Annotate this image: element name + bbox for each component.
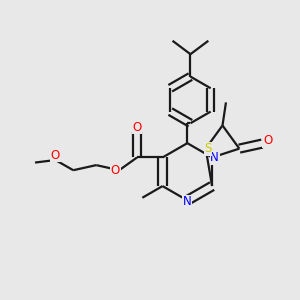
Text: S: S <box>205 142 212 155</box>
Text: O: O <box>263 134 272 147</box>
Text: O: O <box>111 164 120 177</box>
Text: N: N <box>210 151 219 164</box>
Text: N: N <box>183 195 192 208</box>
Text: O: O <box>51 149 60 162</box>
Text: O: O <box>132 121 142 134</box>
